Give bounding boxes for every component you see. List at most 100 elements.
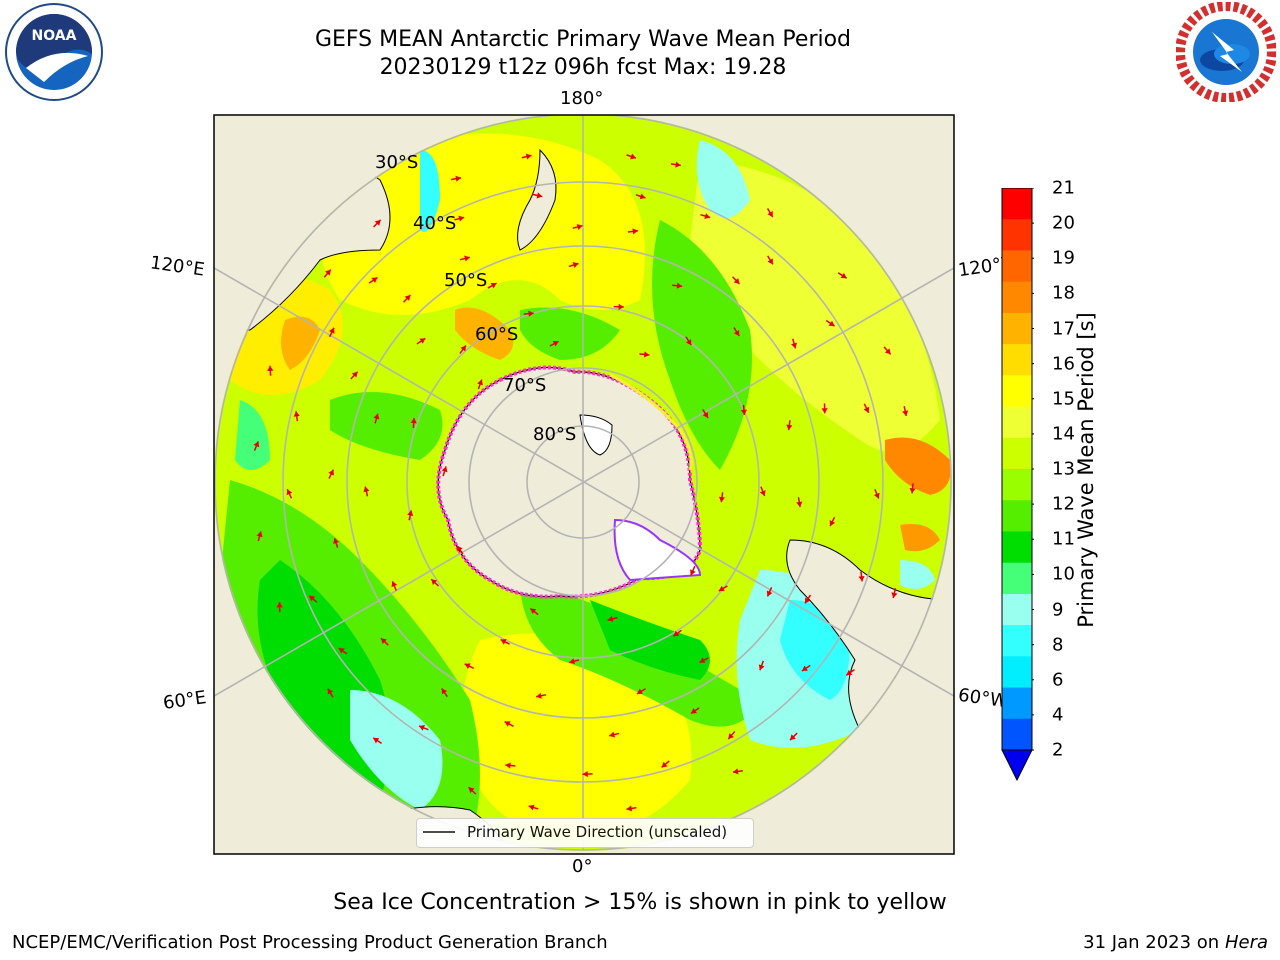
wave-arrow-head	[457, 545, 463, 552]
wave-arrow-head	[380, 638, 387, 645]
colorbar-label: Primary Wave Mean Period [s]	[1074, 312, 1098, 628]
colorbar-segment	[1002, 344, 1032, 376]
wave-arrow-head	[419, 725, 425, 731]
wave-arrow-head	[829, 520, 836, 527]
wave-arrow-head	[690, 708, 697, 714]
colorbar-tick-label: 2	[1052, 739, 1064, 761]
wave-arrow-head	[759, 490, 766, 496]
wave-arrow-head	[767, 211, 773, 218]
wave-arrow-head	[468, 787, 475, 794]
wave-arrow-head	[351, 371, 358, 378]
wave-arrow-head	[618, 303, 624, 310]
wave-arrow-head	[846, 669, 853, 676]
wave-arrow-head	[309, 595, 316, 602]
wave-arrow-head	[766, 590, 773, 597]
lat-label-70s: 70°S	[503, 375, 547, 396]
colorbar-tick-label: 17	[1052, 318, 1075, 339]
map-title: GEFS MEAN Antarctic Primary Wave Mean Pe…	[314, 27, 852, 52]
colorbar-segment	[1002, 687, 1032, 720]
colorbar-tick-label: 8	[1052, 634, 1064, 656]
colorbar-tick-label: 20	[1052, 212, 1075, 234]
wave-arrow-head	[374, 219, 381, 226]
wave-arrow-head	[639, 193, 646, 200]
noaa-logo-text: NOAA	[32, 28, 77, 44]
wave-arrow-head	[821, 408, 828, 414]
wave-arrow-head	[505, 762, 511, 769]
wave-arrow-head	[338, 648, 345, 654]
colorbar-segment	[1002, 500, 1032, 532]
colorbar-tick-label: 19	[1052, 247, 1075, 269]
colorbar-tick-label: 16	[1052, 353, 1075, 375]
wave-arrow-head	[404, 294, 411, 301]
run-machine: Hera	[1224, 932, 1268, 953]
wave-arrow-head	[840, 272, 847, 279]
wave-arrow-head	[609, 731, 616, 738]
wave-arrow-head	[740, 409, 748, 415]
wave-arrow-head	[410, 417, 417, 424]
colorbar-tick-label: 21	[1052, 177, 1075, 199]
wave-arrow-head	[733, 329, 740, 336]
colorbar-segment	[1002, 375, 1032, 408]
wave-arrow-head	[909, 488, 916, 494]
colorbar-segment	[1002, 562, 1032, 595]
colorbar-segment	[1002, 281, 1032, 314]
wave-arrow-head	[676, 282, 683, 289]
colorbar-segment	[1002, 250, 1032, 283]
colorbar-tick-label: 11	[1052, 528, 1075, 550]
colorbar-tick-label: 9	[1052, 599, 1064, 620]
wave-arrow-head	[407, 510, 414, 517]
map-frame	[213, 114, 955, 855]
wave-arrow-head	[699, 657, 706, 663]
wave-direction-arrows	[253, 153, 916, 812]
noaa-logo: NOAA	[4, 2, 104, 102]
wave-arrow-head	[373, 737, 380, 744]
wave-arrow-head	[327, 688, 334, 695]
lat-label-40s: 40°S	[413, 213, 457, 234]
wave-arrow-head	[536, 192, 543, 199]
colorbar-extend-arrow	[1001, 749, 1033, 782]
wave-arrow-head	[371, 277, 378, 283]
wave-arrow-head	[431, 579, 438, 585]
wave-arrow-head	[276, 602, 283, 608]
wave-arrow-head	[286, 489, 293, 496]
wave-arrow-head	[373, 413, 380, 420]
lat-label-50s: 50°S	[444, 270, 488, 291]
wave-arrow-head	[552, 341, 559, 347]
legend-label: Primary Wave Direction (unscaled)	[467, 823, 728, 841]
wave-arrow-head	[796, 501, 803, 508]
wave-arrow-head	[732, 768, 739, 775]
colorbar-segment	[1002, 656, 1032, 689]
wave-arrow-head	[460, 345, 466, 352]
colorbar-segment	[1002, 312, 1032, 345]
wave-arrow-head	[863, 406, 870, 413]
nws-logo	[1175, 1, 1277, 103]
colorbar-tick-label: 14	[1052, 423, 1075, 445]
wave-arrow-head	[636, 688, 643, 694]
wave-arrow-head	[253, 441, 260, 448]
colorbar-segment	[1002, 718, 1032, 751]
wave-arrow-head	[786, 424, 793, 431]
wave-arrow-head	[733, 278, 740, 284]
wave-arrow-head	[325, 269, 331, 276]
colorbar-segment	[1002, 406, 1032, 439]
wave-arrow-head	[363, 486, 370, 493]
wave-arrow-head	[576, 223, 583, 230]
wave-arrow-head	[455, 175, 462, 182]
colorbar	[1000, 187, 1034, 784]
wave-arrow-head	[293, 411, 300, 417]
wave-arrow-head	[884, 348, 891, 355]
lat-label-30s: 30°S	[375, 152, 419, 173]
wave-arrow-head	[690, 569, 696, 576]
wave-arrow-head	[525, 153, 532, 160]
wave-arrow-head	[391, 581, 398, 588]
lon-label-180: 180°	[560, 88, 604, 109]
wave-arrow-head	[661, 761, 668, 768]
weddell-sea-ice	[613, 518, 702, 582]
wave-arrow-head	[458, 215, 465, 222]
colorbar-segment	[1002, 188, 1032, 220]
wave-arrow-head	[267, 365, 274, 372]
colorbar-segment	[1002, 625, 1032, 657]
lon-label-0: 0°	[572, 856, 593, 877]
colorbar-segment	[1002, 469, 1032, 501]
colorbar-segment	[1002, 593, 1032, 626]
